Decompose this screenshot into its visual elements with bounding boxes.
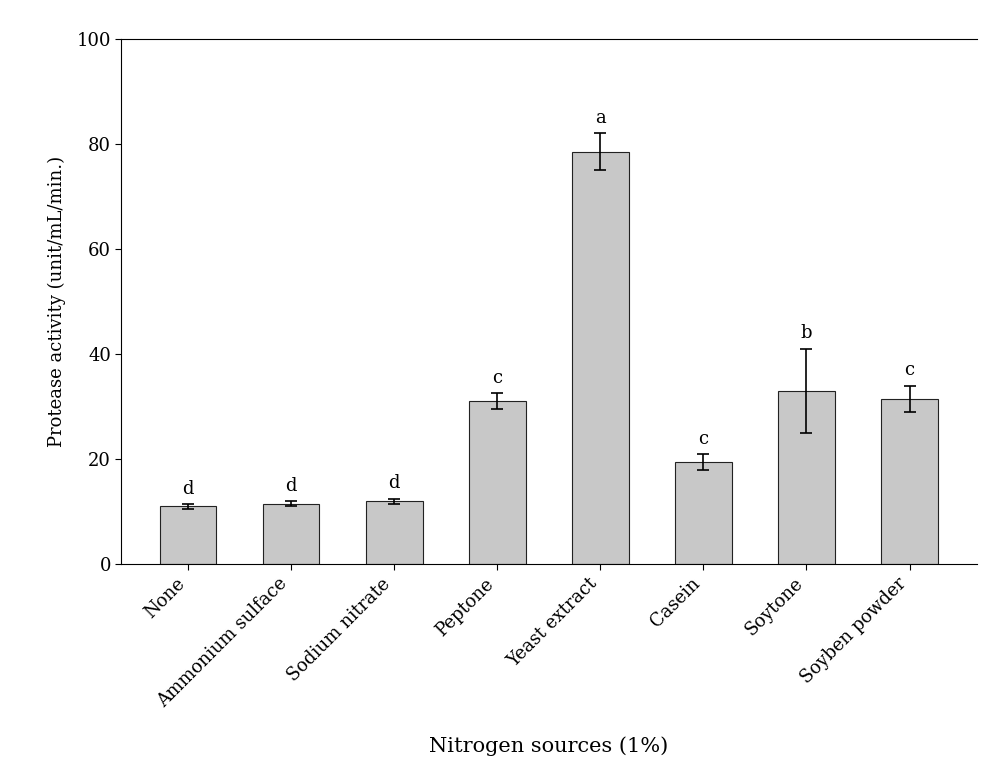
Bar <box>675 461 732 564</box>
Bar <box>778 391 835 564</box>
Bar <box>366 501 423 564</box>
X-axis label: Nitrogen sources (1%): Nitrogen sources (1%) <box>429 736 669 756</box>
Bar <box>263 504 319 564</box>
Bar <box>160 506 217 564</box>
Text: d: d <box>285 477 297 495</box>
Text: a: a <box>595 109 606 127</box>
Text: c: c <box>698 430 709 448</box>
Bar <box>572 152 628 564</box>
Text: b: b <box>801 325 813 342</box>
Y-axis label: Protease activity (unit/mL/min.): Protease activity (unit/mL/min.) <box>47 156 65 447</box>
Bar <box>881 399 938 564</box>
Text: d: d <box>182 479 193 498</box>
Text: c: c <box>492 369 502 387</box>
Text: c: c <box>904 361 914 380</box>
Bar <box>469 401 526 564</box>
Text: d: d <box>389 475 400 492</box>
